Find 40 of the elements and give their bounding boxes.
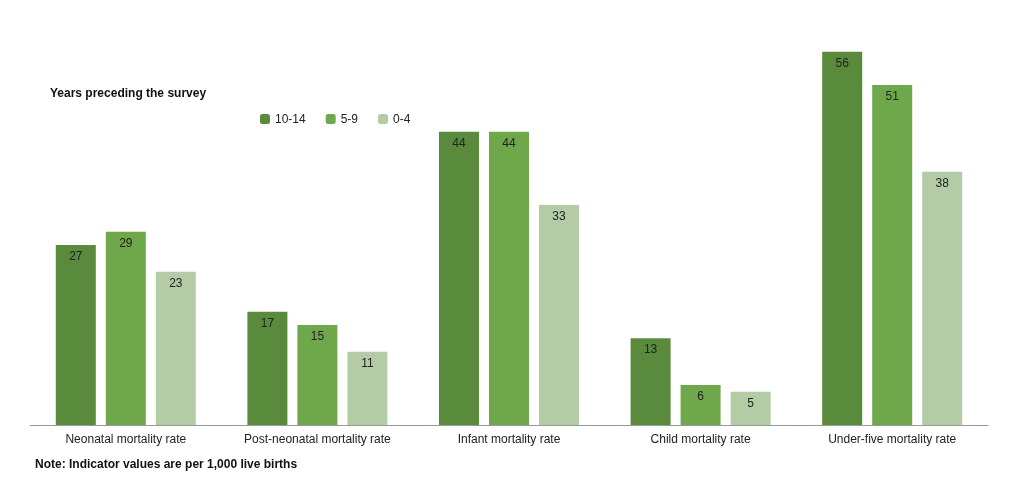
bar	[680, 385, 721, 425]
x-tick-label: Post-neonatal mortality rate	[244, 432, 392, 446]
bar	[247, 311, 288, 425]
bar	[872, 85, 913, 425]
bar	[105, 231, 146, 425]
data-label: 17	[260, 315, 275, 330]
data-label: 44	[452, 135, 466, 150]
bar	[55, 245, 96, 425]
bar	[439, 131, 479, 425]
legend-label: 10-14	[275, 112, 307, 126]
data-label: 11	[361, 355, 374, 370]
data-label: 27	[69, 249, 83, 263]
bar	[155, 271, 196, 425]
bar	[539, 205, 579, 425]
data-label: 13	[643, 342, 658, 357]
legend-label: 5-9	[340, 112, 359, 126]
bar	[922, 171, 963, 425]
data-label: 15	[310, 329, 325, 343]
x-tick-label: Child mortality rate	[650, 432, 751, 446]
bar	[297, 325, 338, 425]
data-label: 5	[747, 395, 755, 410]
legend-title: Years preceding the survey	[50, 86, 207, 100]
data-label: 6	[697, 389, 705, 403]
x-tick-label: Infant mortality rate	[457, 432, 561, 446]
data-label: 23	[169, 275, 183, 290]
data-label: 29	[119, 235, 133, 250]
bar	[347, 351, 388, 425]
bar	[730, 391, 771, 425]
data-label: 44	[502, 135, 516, 150]
data-label: 56	[835, 55, 850, 70]
data-label: 33	[552, 209, 566, 223]
bar	[822, 51, 863, 425]
x-tick-label: Neonatal mortality rate	[65, 432, 187, 446]
bar	[489, 131, 529, 425]
text: Note: Indicator values are per 1,000 live births	[35, 457, 298, 471]
data-label: 38	[935, 175, 950, 190]
x-tick-label: Under-five mortality rate	[828, 432, 957, 446]
bar	[630, 338, 671, 425]
legend-label: 0-4	[393, 112, 411, 126]
data-label: 51	[885, 89, 900, 103]
